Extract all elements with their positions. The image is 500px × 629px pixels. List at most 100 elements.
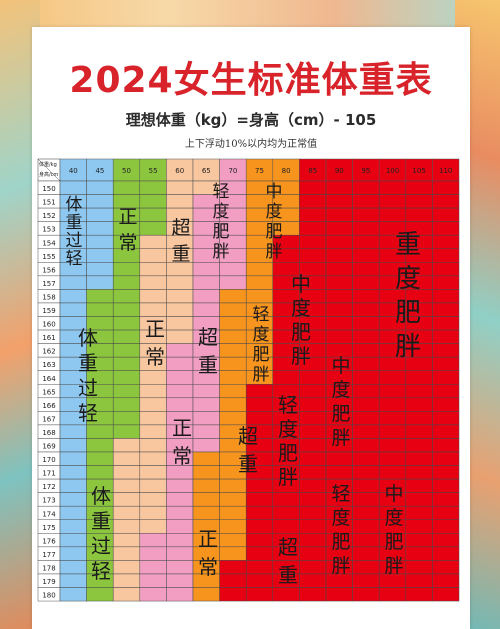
- table-cell: [352, 573, 380, 588]
- table-cell: [59, 180, 87, 195]
- label-underweight: 体: [66, 195, 83, 215]
- weight-header-label: 105: [412, 167, 425, 175]
- height-label: 161: [42, 334, 55, 342]
- formula-text: 理想体重（kg）=身高（cm）- 105: [125, 111, 377, 129]
- table-cell: [86, 180, 114, 195]
- label-moderate-obese: 胖: [384, 555, 403, 577]
- height-label: 169: [42, 443, 55, 451]
- table-cell: [432, 573, 460, 588]
- height-label: 173: [42, 497, 55, 505]
- table-cell: [405, 397, 433, 412]
- height-label: 151: [42, 199, 55, 207]
- table-cell: [325, 207, 353, 222]
- table-cell: [59, 478, 87, 493]
- table-cell: [432, 465, 460, 480]
- table-cell: [325, 234, 353, 249]
- table-cell: [166, 397, 194, 412]
- table-cell: [112, 316, 141, 331]
- table-cell: [325, 587, 353, 602]
- table-cell: [166, 492, 194, 507]
- table-cell: [219, 397, 247, 412]
- label-overweight: 重: [278, 563, 298, 587]
- table-cell: [405, 411, 433, 426]
- table-cell: [245, 573, 274, 588]
- table-cell: [59, 573, 87, 588]
- table-cell: [325, 194, 353, 209]
- table-cell: [245, 546, 274, 561]
- table-cell: [139, 289, 167, 304]
- table-cell: [112, 451, 141, 466]
- table-cell: [245, 505, 274, 521]
- label-mild-obese: 胖: [331, 555, 350, 577]
- table-cell: [432, 492, 460, 507]
- table-cell: [405, 194, 433, 209]
- table-cell: [59, 587, 87, 602]
- table-cell: [432, 329, 460, 344]
- height-label: 152: [42, 212, 55, 220]
- table-cell: [59, 424, 87, 439]
- table-cell: [325, 329, 353, 344]
- table-cell: [432, 221, 460, 236]
- label-moderate-obese: 胖: [266, 242, 283, 262]
- table-cell: [352, 275, 380, 290]
- label-normal: 正: [198, 527, 218, 551]
- table-cell: [432, 505, 460, 521]
- table-cell: [139, 424, 167, 439]
- label-severe-obese: 肥: [395, 298, 421, 328]
- table-cell: [299, 533, 327, 548]
- label-underweight: 重: [78, 351, 98, 375]
- table-cell: [112, 587, 141, 602]
- table-cell: [299, 207, 327, 222]
- table-cell: [219, 478, 247, 493]
- table-cell: [352, 397, 380, 412]
- table-cell: [299, 465, 327, 480]
- table-cell: [432, 587, 460, 602]
- weight-header-label: 50: [122, 167, 131, 175]
- table-cell: [352, 248, 380, 263]
- table-cell: [352, 289, 380, 304]
- table-cell: [299, 478, 327, 493]
- label-moderate-obese: 中: [266, 182, 283, 202]
- table-cell: [86, 262, 114, 277]
- table-cell: [59, 519, 87, 534]
- table-cell: [59, 465, 87, 480]
- label-normal: 正: [118, 206, 137, 228]
- table-cell: [352, 560, 380, 575]
- table-cell: [352, 329, 380, 344]
- table-cell: [86, 451, 114, 466]
- table-cell: [166, 560, 194, 575]
- table-cell: [432, 384, 460, 399]
- table-cell: [432, 316, 460, 331]
- table-cell: [352, 343, 380, 358]
- table-cell: [325, 221, 353, 236]
- table-cell: [139, 560, 167, 575]
- table-cell: [432, 234, 460, 249]
- table-cell: [219, 573, 247, 588]
- table-cell: [166, 505, 194, 521]
- weight-header-label: 40: [69, 167, 78, 175]
- table-cell: [299, 411, 327, 426]
- corner-height-label: 身高/cm: [39, 171, 58, 178]
- table-cell: [299, 424, 327, 439]
- table-cell: [112, 492, 141, 507]
- height-label: 157: [42, 280, 55, 288]
- table-cell: [245, 411, 274, 426]
- table-cell: [378, 424, 407, 439]
- weight-header-label: 90: [335, 167, 344, 175]
- label-mild-obese: 度: [213, 202, 230, 222]
- label-underweight: 重: [66, 213, 83, 233]
- table-cell: [325, 275, 353, 290]
- table-cell: [245, 289, 274, 304]
- label-mild-obese: 胖: [278, 465, 298, 489]
- table-cell: [219, 343, 247, 358]
- page-title: 2024女生标准体重表: [69, 60, 433, 101]
- height-label: 153: [42, 226, 55, 234]
- table-cell: [405, 519, 433, 534]
- label-mild-obese: 胖: [213, 242, 230, 262]
- table-cell: [432, 411, 460, 426]
- table-cell: [245, 478, 274, 493]
- table-cell: [405, 180, 433, 195]
- label-mild-obese: 肥: [213, 222, 230, 242]
- table-cell: [378, 411, 407, 426]
